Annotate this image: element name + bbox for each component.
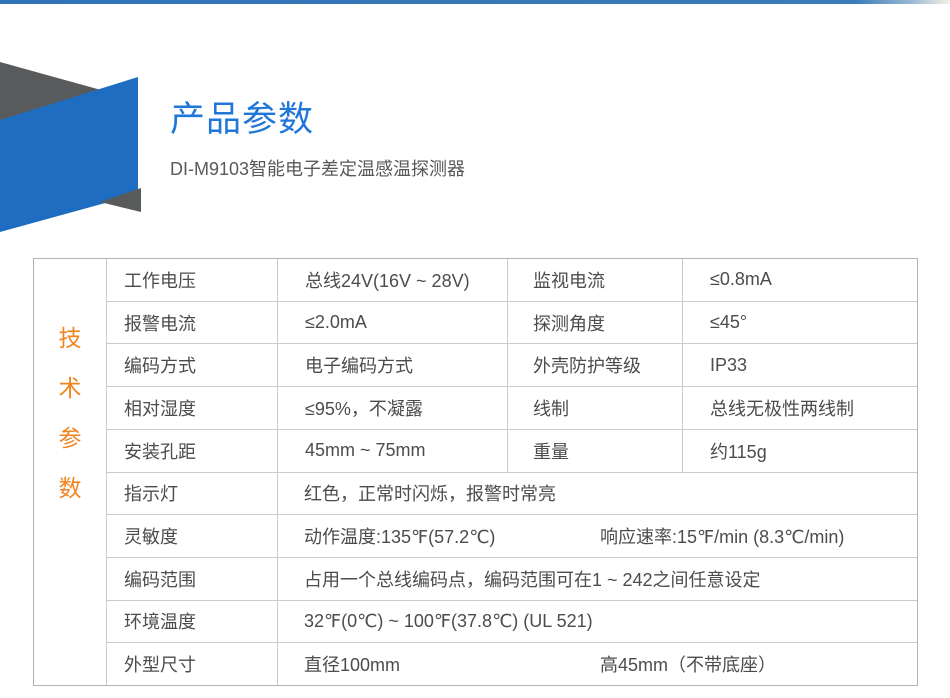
param-value-part: 红色，正常时闪烁，报警时常亮 <box>304 484 556 505</box>
page-header: 产品参数 DI-M9103智能电子差定温感温探测器 <box>170 100 465 181</box>
deco-gray-triangle-bottom <box>100 188 141 212</box>
param-value-part: 直径100mm <box>304 655 401 676</box>
param-value: 动作温度:135℉(57.2℃) 响应速率:15℉/min (8.3℃/min) <box>278 515 917 557</box>
top-accent-bar <box>0 0 950 4</box>
side-header-char: 参 <box>58 425 82 451</box>
table-row: 工作电压 总线24V(16V ~ 28V) 监视电流 ≤0.8mA <box>107 259 917 302</box>
param-value: ≤45° <box>710 312 748 333</box>
param-label: 相对湿度 <box>107 387 278 429</box>
deco-blue-parallelogram <box>0 77 138 232</box>
param-label: 线制 <box>508 387 683 429</box>
param-label: 重量 <box>508 429 683 472</box>
param-value: 电子编码方式 <box>278 344 508 387</box>
spec-table-body: 工作电压 总线24V(16V ~ 28V) 监视电流 ≤0.8mA 报警电流 ≤… <box>107 259 917 686</box>
table-row: 指示灯 红色，正常时闪烁，报警时常亮 <box>107 472 917 516</box>
param-label: 安装孔距 <box>107 429 278 472</box>
param-value-part: 占用一个总线编码点，编码范围可在1 ~ 242之间任意设定 <box>304 569 761 590</box>
param-value: 占用一个总线编码点，编码范围可在1 ~ 242之间任意设定 <box>278 558 917 600</box>
param-label: 灵敏度 <box>107 515 278 557</box>
param-label: 工作电压 <box>107 259 278 301</box>
param-label: 探测角度 <box>508 301 683 344</box>
param-value: 总线无极性两线制 <box>710 398 854 419</box>
side-header-char: 数 <box>58 475 82 501</box>
side-header-char: 技 <box>58 325 82 351</box>
table-row: 编码方式 电子编码方式 外壳防护等级 IP33 <box>107 344 917 388</box>
param-value: IP33 <box>710 354 748 375</box>
param-value: 红色，正常时闪烁，报警时常亮 <box>278 473 917 515</box>
spec-table: 技 术 参 数 工作电压 总线24V(16V ~ 28V) 监视电流 ≤0.8m… <box>33 258 918 686</box>
param-value: 约115g <box>710 441 767 462</box>
param-label: 环境温度 <box>107 600 278 643</box>
param-value-part: 32℉(0℃) ~ 100℉(37.8℃) (UL 521) <box>304 610 593 631</box>
param-value: ≤95%，不凝露 <box>278 387 508 429</box>
table-row: 安装孔距 45mm ~ 75mm 重量 约115g <box>107 429 917 473</box>
param-value: ≤2.0mA <box>278 301 508 344</box>
param-label: 报警电流 <box>107 301 278 344</box>
table-row: 报警电流 ≤2.0mA 探测角度 ≤45° <box>107 301 917 345</box>
param-value: 直径100mm 高45mm（不带底座） <box>278 643 917 685</box>
param-label: 外型尺寸 <box>107 643 278 686</box>
param-label: 指示灯 <box>107 472 278 515</box>
table-row: 外型尺寸 直径100mm 高45mm（不带底座） <box>107 643 917 686</box>
param-value-part: 高45mm（不带底座） <box>600 655 777 676</box>
spec-table-side-header: 技 术 参 数 <box>34 259 107 685</box>
table-row: 灵敏度 动作温度:135℉(57.2℃) 响应速率:15℉/min (8.3℃/… <box>107 515 917 558</box>
param-value-part: 响应速率:15℉/min (8.3℃/min) <box>600 527 845 548</box>
param-label: 外壳防护等级 <box>508 344 683 387</box>
page-title: 产品参数 <box>170 100 315 139</box>
table-row: 编码范围 占用一个总线编码点，编码范围可在1 ~ 242之间任意设定 <box>107 557 917 601</box>
banner-decoration <box>0 62 141 232</box>
param-value: 总线24V(16V ~ 28V) <box>278 259 508 301</box>
param-label: 编码方式 <box>107 344 278 387</box>
page-subtitle: DI-M9103智能电子差定温感温探测器 <box>170 159 466 180</box>
param-value: 45mm ~ 75mm <box>278 429 508 472</box>
param-value-part: 动作温度:135℉(57.2℃) <box>304 527 496 548</box>
param-value: 32℉(0℃) ~ 100℉(37.8℃) (UL 521) <box>278 601 917 643</box>
param-label: 编码范围 <box>107 557 278 600</box>
deco-gray-triangle-top <box>0 62 101 122</box>
table-row: 环境温度 32℉(0℃) ~ 100℉(37.8℃) (UL 521) <box>107 600 917 644</box>
param-value: ≤0.8mA <box>710 269 772 290</box>
param-label: 监视电流 <box>508 259 683 301</box>
table-row: 相对湿度 ≤95%，不凝露 线制 总线无极性两线制 <box>107 387 917 430</box>
side-header-char: 术 <box>58 375 82 401</box>
